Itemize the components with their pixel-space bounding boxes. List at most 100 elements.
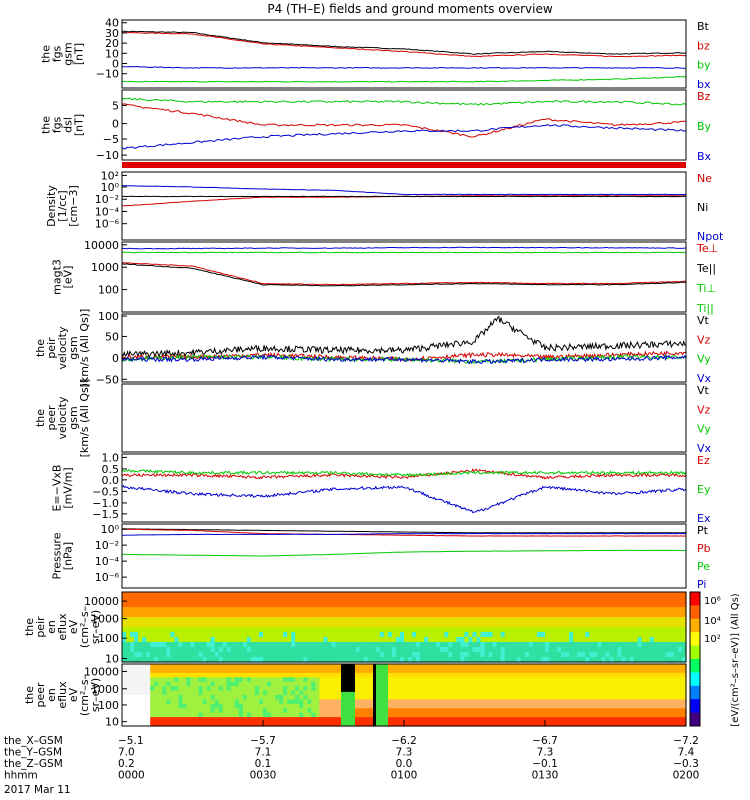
spectrogram-cell — [146, 652, 151, 658]
spectrogram-cell — [283, 627, 288, 633]
spectrogram-cell — [138, 617, 143, 623]
spectrogram-cell — [210, 668, 216, 674]
spectrogram-cell — [480, 652, 486, 658]
spectrogram-cell — [528, 677, 534, 683]
spectrogram-cell — [484, 602, 490, 608]
spectrogram-cell — [311, 607, 316, 613]
spectrogram-cell — [162, 597, 167, 603]
spectrogram-cell — [351, 622, 357, 628]
spectrogram-cell — [307, 647, 312, 653]
spectrogram-cell — [311, 632, 316, 638]
spectrogram-cell — [488, 622, 494, 628]
spectrogram-cell — [254, 690, 260, 696]
spectrogram-cell — [299, 717, 304, 723]
spectrogram-cell — [541, 637, 546, 643]
spectrogram-cell — [400, 672, 405, 678]
spectrogram-cell — [589, 668, 594, 674]
spectrogram-cell — [613, 622, 619, 628]
spectrogram-cell — [254, 717, 260, 723]
spectrogram-cell — [682, 632, 687, 638]
spectrogram-cell — [440, 681, 445, 687]
spectrogram-cell — [194, 637, 200, 643]
spectrogram-cell — [214, 647, 220, 653]
spectrogram-cell — [553, 717, 558, 723]
spectrogram-cell — [359, 677, 365, 683]
spectrogram-cell — [122, 627, 127, 633]
spectrogram-cell — [605, 712, 610, 718]
spectrogram-cell — [391, 686, 397, 692]
spectrogram-cell — [190, 708, 196, 714]
spectrogram-cell — [561, 721, 566, 727]
spectrogram-cell — [291, 672, 296, 678]
spectrogram-cell — [649, 686, 655, 692]
spectrogram-cell — [206, 712, 212, 718]
spectrogram-cell — [275, 690, 280, 696]
spectrogram-cell — [516, 652, 522, 658]
spectrogram-cell — [456, 647, 461, 653]
spectrogram-cell — [311, 672, 316, 678]
spectrogram-cell — [577, 597, 582, 603]
spectrogram-cell — [234, 592, 240, 598]
spectrogram-cell — [516, 708, 522, 714]
spectrogram-cell — [263, 607, 268, 613]
spectrogram-cell — [573, 612, 578, 618]
spectrogram-cell — [311, 681, 316, 687]
series-fgs_gsm-bx — [121, 65, 686, 69]
spectrogram-cell — [391, 612, 397, 618]
spectrogram-cell — [492, 703, 498, 709]
spectrogram-cell — [395, 637, 401, 643]
spectrogram-cell — [597, 668, 602, 674]
spectrogram-cell — [246, 668, 252, 674]
spectrogram-cell — [609, 708, 615, 714]
spectrogram-cell — [601, 652, 606, 658]
spectrogram-cell — [456, 657, 461, 663]
spectrogram-cell — [633, 681, 639, 687]
spectrogram-cell — [254, 627, 260, 633]
spectrogram-cell — [142, 642, 147, 648]
spectrogram-cell — [452, 699, 457, 705]
x-row-label: the_Y–GSM — [4, 747, 62, 759]
spectrogram-cell — [230, 681, 236, 687]
spectrogram-cell — [476, 652, 482, 658]
spectrogram-cell — [130, 721, 135, 727]
spectrogram-cell — [186, 712, 192, 718]
spectrogram-cell — [379, 617, 385, 623]
spectrogram-cell — [355, 686, 361, 692]
spectrogram-cell — [613, 627, 619, 633]
spectrogram-cell — [456, 686, 461, 692]
spectrogram-cell — [242, 647, 248, 653]
spectrogram-cell — [617, 632, 623, 638]
spectrogram-cell — [174, 622, 179, 628]
spectrogram-cell — [194, 642, 200, 648]
spectrogram-cell — [343, 637, 349, 643]
y-tick-label: −0.5 — [92, 485, 119, 498]
spectrogram-cell — [319, 602, 324, 608]
spectrogram-cell — [190, 652, 196, 658]
x-row-value: 7.0 — [118, 747, 135, 759]
spectrogram-cell — [669, 627, 675, 633]
spectrogram-cell — [500, 627, 506, 633]
series-fgs_gsm-bz — [121, 31, 687, 58]
spectrogram-cell — [661, 637, 667, 643]
spectrogram-cell — [637, 592, 643, 598]
spectrogram-cell — [154, 652, 159, 658]
spectrogram-cell — [545, 637, 550, 643]
spectrogram-cell — [609, 677, 615, 683]
y-tick-label: 1000 — [91, 261, 119, 274]
spectrogram-cell — [508, 657, 514, 663]
spectrogram-cell — [504, 699, 510, 705]
spectrogram-cell — [468, 607, 474, 613]
spectrogram-cell — [315, 607, 320, 613]
spectrogram-cell — [355, 607, 361, 613]
spectrogram-cell — [484, 708, 490, 714]
y-axis-label: Density[1/cc][cm−3] — [45, 185, 80, 227]
spectrogram-cell — [190, 657, 196, 663]
spectrogram-cell — [420, 602, 425, 608]
spectrogram-cell — [226, 602, 232, 608]
spectrogram-cell — [214, 657, 220, 663]
spectrogram-cell — [629, 703, 635, 709]
spectrogram-cell — [440, 657, 445, 663]
spectrogram-cell — [669, 642, 675, 648]
spectrogram-cell — [363, 677, 369, 683]
spectrogram-cell — [573, 602, 578, 608]
